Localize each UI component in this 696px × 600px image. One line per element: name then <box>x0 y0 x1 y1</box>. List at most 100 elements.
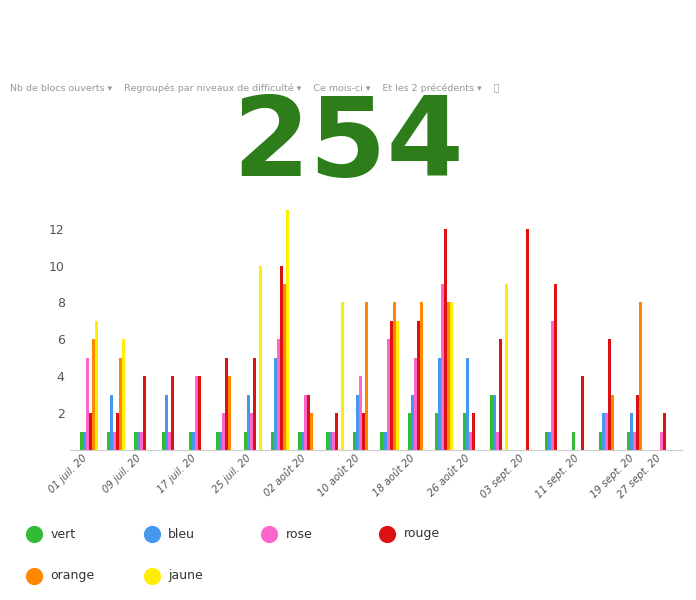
Bar <box>417 321 420 450</box>
Bar <box>353 431 356 450</box>
Bar <box>466 358 468 450</box>
Bar <box>553 284 557 450</box>
Bar <box>444 229 448 450</box>
Text: bleu: bleu <box>168 527 195 541</box>
Bar <box>408 413 411 450</box>
Bar <box>611 395 615 450</box>
Bar <box>116 413 119 450</box>
Text: vert: vert <box>50 527 75 541</box>
Bar <box>198 376 201 450</box>
Bar <box>274 358 277 450</box>
Bar <box>660 431 663 450</box>
Bar <box>356 395 359 450</box>
Bar <box>490 395 493 450</box>
Bar <box>381 431 383 450</box>
Bar <box>630 413 633 450</box>
Bar <box>271 431 274 450</box>
Bar <box>171 376 174 450</box>
Bar <box>602 413 606 450</box>
Bar <box>280 266 283 450</box>
Bar <box>83 431 86 450</box>
Bar <box>639 302 642 450</box>
Bar <box>277 340 280 450</box>
Text: Les 72 blocs de Hueco City: Les 72 blocs de Hueco City <box>8 47 206 62</box>
Bar <box>253 358 256 450</box>
Bar <box>463 413 466 450</box>
Bar <box>80 431 83 450</box>
Bar <box>393 302 395 450</box>
Bar <box>95 321 97 450</box>
Bar <box>341 302 344 450</box>
Bar <box>420 302 423 450</box>
Bar <box>551 321 553 450</box>
Bar <box>572 431 575 450</box>
Text: jaune: jaune <box>168 569 203 583</box>
Bar <box>141 431 143 450</box>
Bar <box>608 340 611 450</box>
Bar <box>332 431 335 450</box>
Bar <box>365 302 368 450</box>
Bar <box>335 413 338 450</box>
Bar <box>216 431 219 450</box>
Bar <box>110 395 113 450</box>
Bar <box>286 210 289 450</box>
Bar <box>362 413 365 450</box>
Bar <box>441 284 444 450</box>
Bar <box>228 376 232 450</box>
Bar <box>122 340 125 450</box>
Bar <box>606 413 608 450</box>
Bar <box>526 229 529 450</box>
Bar <box>395 321 399 450</box>
Point <box>381 529 393 539</box>
Bar <box>92 340 95 450</box>
Bar <box>450 302 453 450</box>
Bar <box>663 413 666 450</box>
Point <box>146 529 157 539</box>
Bar <box>411 395 414 450</box>
Bar <box>390 321 393 450</box>
Point <box>29 529 40 539</box>
Bar <box>386 340 390 450</box>
Point <box>146 571 157 581</box>
Bar <box>226 358 228 450</box>
Bar <box>283 284 286 450</box>
Bar <box>189 431 192 450</box>
Bar <box>496 431 499 450</box>
Bar <box>581 376 584 450</box>
Bar <box>137 431 141 450</box>
Bar <box>310 413 313 450</box>
Bar <box>161 431 165 450</box>
Text: Nb de blocs ouverts ▾    Regroupés par niveaux de difficulté ▾    Ce mois-ci ▾  : Nb de blocs ouverts ▾ Regroupés par nive… <box>10 84 500 93</box>
Bar <box>493 395 496 450</box>
Bar <box>499 340 502 450</box>
Point <box>264 529 275 539</box>
Bar <box>299 431 301 450</box>
Bar <box>219 431 223 450</box>
Bar <box>472 413 475 450</box>
Bar <box>505 284 508 450</box>
Bar <box>244 431 247 450</box>
Text: rouge: rouge <box>404 527 440 541</box>
Bar <box>359 376 362 450</box>
Bar <box>168 431 171 450</box>
Bar <box>107 431 110 450</box>
Bar <box>548 431 551 450</box>
Bar <box>301 431 304 450</box>
Bar <box>195 376 198 450</box>
Bar <box>633 431 635 450</box>
Bar <box>119 358 122 450</box>
Bar <box>223 413 226 450</box>
Bar <box>113 431 116 450</box>
Bar <box>247 395 250 450</box>
Bar <box>308 395 310 450</box>
Bar <box>544 431 548 450</box>
Bar <box>165 395 168 450</box>
Bar <box>635 395 639 450</box>
Bar <box>414 358 417 450</box>
Bar <box>304 395 308 450</box>
Point <box>29 571 40 581</box>
Bar <box>599 431 602 450</box>
Bar <box>626 431 630 450</box>
Bar <box>250 413 253 450</box>
Bar <box>259 266 262 450</box>
